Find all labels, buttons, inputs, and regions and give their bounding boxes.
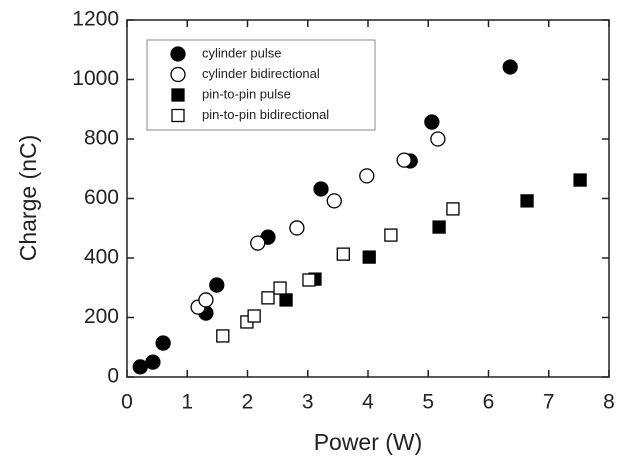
y-tick-label: 0 [107, 365, 119, 388]
point [198, 292, 214, 308]
y-tick-label: 800 [84, 127, 119, 150]
x-tick-label: 1 [181, 391, 193, 414]
y-axis-title: Charge (nC) [15, 135, 41, 262]
point [289, 220, 305, 236]
legend-label: cylinder pulse [202, 45, 282, 60]
point [502, 59, 518, 75]
legend-label: cylinder bidirectional [202, 66, 320, 81]
x-tick-label: 2 [242, 391, 254, 414]
point [261, 291, 275, 305]
point [359, 168, 375, 184]
x-tick-label: 6 [483, 391, 495, 414]
point [520, 194, 534, 208]
point [302, 273, 316, 287]
legend-marker [171, 108, 185, 123]
point [250, 235, 266, 251]
x-tick-label: 4 [362, 391, 374, 414]
point [424, 114, 440, 130]
point [446, 202, 460, 216]
legend-marker [171, 88, 185, 102]
x-tick-label: 8 [603, 391, 615, 414]
legend-marker [170, 46, 186, 62]
y-tick-label: 200 [84, 305, 119, 328]
point [132, 359, 148, 375]
point [279, 293, 293, 307]
point [430, 131, 446, 147]
x-tick-label: 0 [121, 391, 133, 414]
x-tick-label: 7 [543, 391, 555, 414]
point [362, 250, 376, 264]
point [247, 309, 261, 323]
legend-label: pin-to-pin bidirectional [202, 107, 329, 122]
y-tick-label: 600 [84, 186, 119, 209]
legend-marker [170, 66, 186, 83]
y-tick-label: 1200 [72, 8, 119, 31]
x-tick-label: 5 [422, 391, 434, 414]
legend-label: pin-to-pin pulse [202, 86, 291, 101]
y-tick-label: 400 [84, 246, 119, 269]
point [273, 281, 287, 295]
point [326, 193, 342, 209]
point [145, 354, 161, 370]
point [396, 152, 412, 168]
point [384, 228, 398, 242]
point [155, 335, 171, 351]
y-tick-label: 1000 [72, 67, 119, 90]
point [432, 220, 446, 234]
point [209, 277, 225, 293]
x-tick-label: 3 [302, 391, 314, 414]
point [573, 173, 587, 187]
point [216, 329, 230, 343]
point [336, 247, 350, 261]
x-axis-title: Power (W) [314, 429, 423, 455]
point [313, 181, 329, 197]
